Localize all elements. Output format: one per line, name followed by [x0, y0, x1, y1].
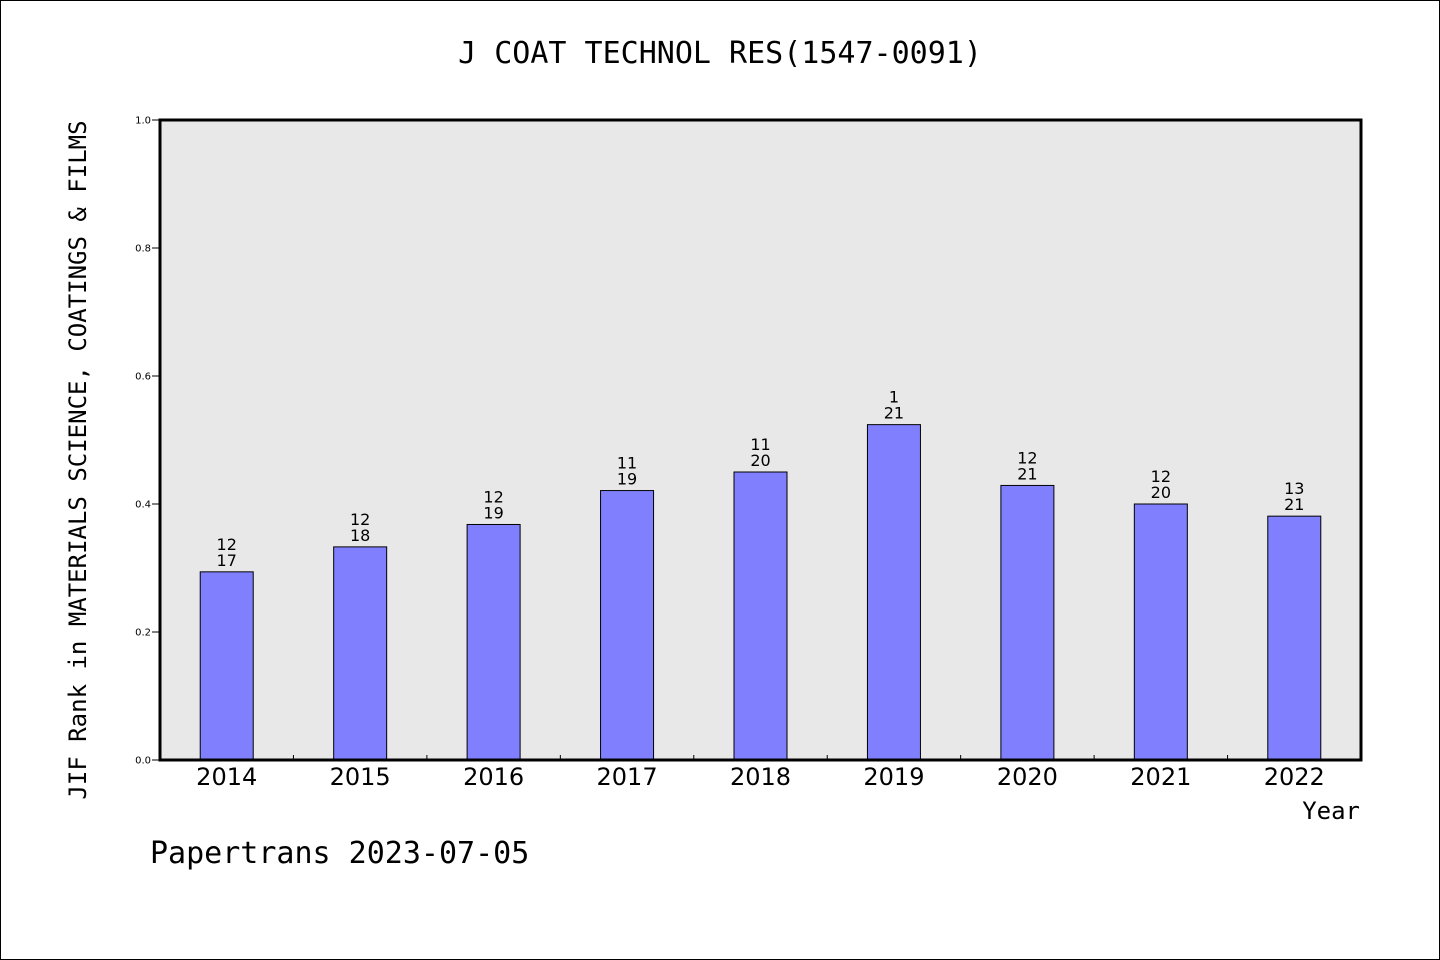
bar-2015 [333, 546, 388, 761]
bar-2019 [866, 424, 921, 761]
rank-label-bottom: 17 [217, 551, 237, 570]
x-category-label: 2021 [1130, 763, 1191, 791]
rank-label-bottom: 21 [1284, 495, 1304, 514]
rank-label-top: 1 [889, 388, 899, 407]
rank-label-top: 12 [1017, 448, 1037, 467]
footer-credit: Papertrans 2023-07-05 [150, 836, 530, 871]
rank-label-bottom: 21 [884, 404, 904, 423]
x-axis-label: Year [1302, 797, 1360, 825]
x-category-label: 2017 [597, 763, 658, 791]
x-category-label: 2016 [463, 763, 524, 791]
bar-2022 [1267, 515, 1322, 761]
x-category-label: 2015 [330, 763, 391, 791]
rank-label-bottom: 19 [483, 503, 503, 522]
rank-label-top: 12 [217, 535, 237, 554]
bar-2017 [600, 490, 655, 761]
rank-label-top: 13 [1284, 479, 1304, 498]
rank-label-bottom: 20 [1151, 483, 1171, 502]
x-category-label: 2020 [997, 763, 1058, 791]
x-category-label: 2022 [1264, 763, 1325, 791]
bar-2021 [1133, 503, 1188, 761]
plot-border [158, 118, 1363, 762]
x-category-label: 2018 [730, 763, 791, 791]
y-tick-label: 0.8 [135, 244, 151, 255]
rank-label-bottom: 20 [750, 451, 770, 470]
x-category-label: 2019 [863, 763, 924, 791]
bar-2014 [199, 571, 254, 761]
rank-label-top: 12 [1151, 467, 1171, 486]
bar-2016 [466, 523, 521, 761]
bar-2018 [733, 471, 788, 761]
y-tick-label: 0.4 [135, 500, 151, 511]
bar-2020 [1000, 484, 1055, 761]
rank-label-top: 12 [483, 487, 503, 506]
y-tick-label: 0.2 [135, 628, 151, 639]
y-tick-label: 1.0 [135, 116, 151, 127]
rank-label-bottom: 18 [350, 526, 370, 545]
rank-label-top: 11 [617, 454, 637, 473]
chart-title: J COAT TECHNOL RES(1547-0091) [458, 36, 982, 71]
rank-label-top: 11 [750, 435, 770, 454]
y-tick-label: 0.0 [135, 756, 151, 767]
y-tick-label: 0.6 [135, 372, 151, 383]
rank-label-top: 12 [350, 510, 370, 529]
x-category-label: 2014 [196, 763, 257, 791]
rank-label-bottom: 19 [617, 470, 637, 489]
rank-label-bottom: 21 [1017, 464, 1037, 483]
